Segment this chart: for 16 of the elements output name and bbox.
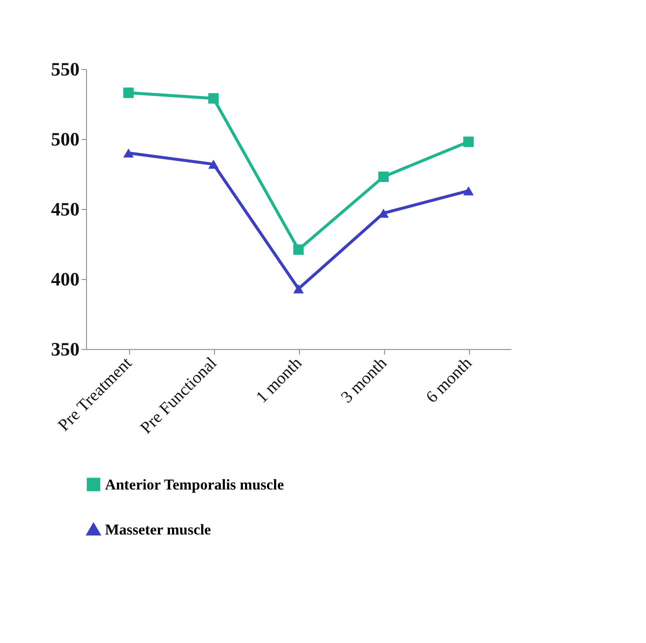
point bbox=[123, 148, 134, 158]
y-tick-label: 500 bbox=[51, 130, 80, 150]
point bbox=[378, 172, 389, 182]
point bbox=[208, 93, 219, 104]
point bbox=[208, 160, 219, 169]
legend-label: Anterior Temporalis muscle bbox=[105, 478, 284, 494]
point bbox=[463, 136, 474, 148]
y-tick-label: 350 bbox=[51, 340, 80, 360]
y-tick-label: 450 bbox=[51, 200, 80, 220]
legend-label: Masseter muscle bbox=[105, 522, 212, 538]
point bbox=[293, 244, 304, 255]
point bbox=[293, 284, 304, 294]
point bbox=[123, 88, 134, 98]
y-tick-label: 550 bbox=[51, 60, 80, 80]
point bbox=[463, 186, 474, 196]
y-tick-label: 400 bbox=[51, 270, 80, 290]
